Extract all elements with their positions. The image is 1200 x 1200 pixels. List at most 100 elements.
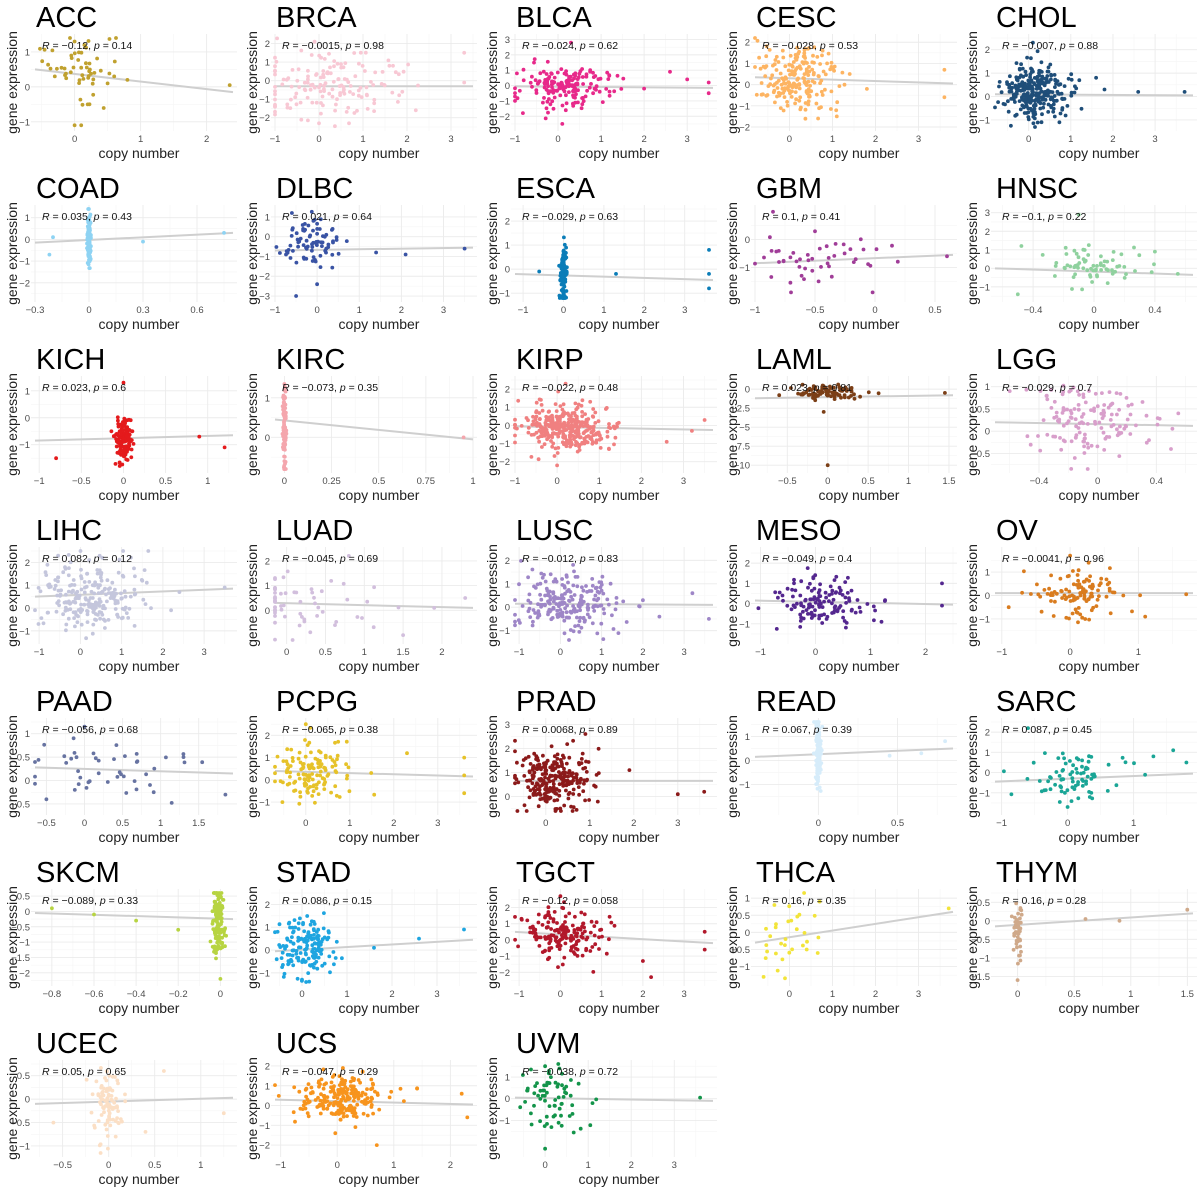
data-point <box>1023 69 1028 74</box>
panel-title: KICH <box>36 344 105 376</box>
data-point <box>1051 614 1056 618</box>
panel-thca: 0 1 2 3 −1 −0.5 0 0.5 1 R = 0.16, p = 0.35 THCA cop… <box>720 855 960 1026</box>
data-point <box>296 240 301 245</box>
data-point <box>547 796 551 801</box>
data-point <box>571 101 575 106</box>
data-point <box>358 50 363 55</box>
data-point <box>580 398 585 403</box>
data-point <box>513 619 517 624</box>
y-axis-label: gene expression <box>484 202 500 305</box>
data-point <box>59 65 64 70</box>
data-point <box>1030 89 1035 93</box>
data-point <box>85 102 90 107</box>
data-point <box>567 615 571 620</box>
data-point <box>1054 261 1059 265</box>
data-point <box>543 787 547 792</box>
x-tick-label: −0.2 <box>169 989 188 1000</box>
x-axis-label: copy number <box>99 487 180 503</box>
data-point <box>615 73 620 78</box>
data-point <box>1076 782 1080 787</box>
data-point <box>290 68 295 72</box>
data-point <box>290 948 295 953</box>
data-point <box>1059 589 1064 594</box>
panel-stad: 0 1 2 3 −1 0 1 2 R = 0.086, p = 0.15 STAD copy num… <box>240 855 480 1026</box>
data-point <box>817 613 822 618</box>
data-point <box>1060 96 1064 101</box>
data-point <box>840 388 845 393</box>
data-point <box>112 757 116 761</box>
data-point <box>1076 620 1080 625</box>
data-point <box>1106 762 1111 767</box>
data-point <box>1073 607 1078 612</box>
y-axis-label: gene expression <box>484 886 500 989</box>
data-point <box>314 786 319 791</box>
data-point <box>335 61 340 66</box>
data-point <box>777 393 782 398</box>
data-point <box>919 751 924 756</box>
data-point <box>105 599 109 604</box>
data-point <box>569 427 574 431</box>
data-point <box>356 93 361 98</box>
data-point <box>573 914 577 919</box>
data-point <box>297 85 302 89</box>
data-point <box>416 83 420 88</box>
data-point <box>550 763 555 768</box>
data-point <box>825 614 830 619</box>
x-tick-label: 1 <box>470 476 475 487</box>
data-point <box>546 905 551 910</box>
data-point <box>550 418 555 423</box>
data-point <box>1074 767 1079 771</box>
data-point <box>273 591 277 595</box>
data-point <box>569 804 573 809</box>
data-point <box>1076 757 1081 762</box>
y-axis-label: gene expression <box>4 31 20 134</box>
data-point <box>290 925 295 930</box>
data-point <box>215 940 220 945</box>
data-point <box>526 575 530 580</box>
data-point <box>283 614 287 619</box>
y-tick-label: 3 <box>505 35 510 46</box>
data-point <box>315 614 319 618</box>
data-point <box>829 89 834 94</box>
data-point <box>1086 445 1091 450</box>
data-point <box>79 123 84 128</box>
data-point <box>320 240 325 245</box>
y-tick-label: 2 <box>505 217 510 228</box>
data-point <box>314 242 319 247</box>
data-point <box>564 610 569 615</box>
data-point <box>1061 768 1065 772</box>
data-point <box>771 63 775 68</box>
x-tick-label: 0 <box>284 647 289 658</box>
panel-read: 0 0.5 −1 0 1 R = 0.067, p = 0.39 READ copy numb… <box>720 684 960 855</box>
data-point <box>1075 573 1080 577</box>
data-point <box>564 101 569 106</box>
data-point <box>535 787 540 792</box>
data-point <box>774 951 778 956</box>
data-point <box>809 616 814 620</box>
data-point <box>946 906 951 911</box>
data-point <box>345 776 349 781</box>
data-point <box>1111 250 1116 254</box>
correlation-annotation: R = −0.089, p = 0.33 <box>42 895 138 907</box>
data-point <box>1082 579 1087 584</box>
data-point <box>1053 264 1058 268</box>
data-point <box>182 760 187 765</box>
data-point <box>534 91 539 95</box>
data-point <box>1133 269 1137 273</box>
data-point <box>281 425 286 430</box>
data-point <box>828 584 833 589</box>
data-point <box>588 930 593 935</box>
data-point <box>585 612 590 617</box>
data-point <box>284 252 288 257</box>
data-point <box>96 758 101 763</box>
data-point <box>793 101 797 106</box>
data-point <box>310 100 315 105</box>
data-point <box>580 440 585 445</box>
data-point <box>79 602 83 607</box>
data-point <box>83 596 88 601</box>
data-point <box>304 245 308 250</box>
data-point <box>285 936 289 941</box>
data-point <box>531 419 536 424</box>
x-tick-label: 0 <box>1091 305 1096 316</box>
data-point <box>1067 589 1072 594</box>
